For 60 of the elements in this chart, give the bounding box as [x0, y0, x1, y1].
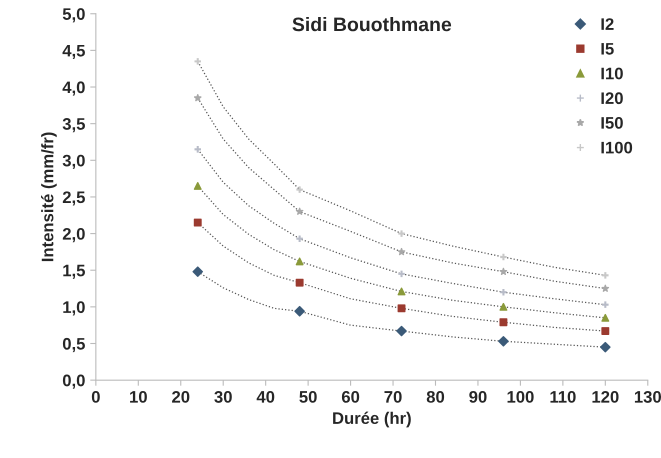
chart-title: Sidi Bouothmane	[292, 16, 452, 32]
x-tick-label: 80	[426, 390, 444, 403]
point	[295, 185, 304, 194]
y-tick-label: 3,0	[62, 154, 85, 169]
y-tick-label: 2,5	[62, 191, 85, 206]
point	[398, 288, 406, 296]
y-axis-title: Intensité (mm/fr)	[41, 132, 57, 262]
y-tick-label: 4,5	[62, 44, 85, 59]
y-tick-label: 1,0	[63, 301, 85, 316]
x-tick-label: 120	[592, 390, 619, 403]
y-tick-label: 3,5	[62, 118, 85, 132]
point	[194, 182, 202, 190]
y-tick-label: 1,5	[63, 264, 85, 279]
x-tick-label: 20	[172, 390, 190, 403]
point	[296, 278, 304, 287]
y-tick-label: 0,5	[62, 338, 85, 352]
x-tick-label: 90	[469, 390, 487, 403]
x-tick-label: 40	[256, 390, 274, 403]
y-tick-label: 5,0	[62, 8, 85, 22]
point	[194, 94, 202, 102]
legend-label: I5	[601, 43, 614, 55]
point	[499, 252, 508, 262]
point	[397, 270, 406, 278]
point	[601, 314, 610, 322]
point	[498, 336, 509, 347]
legend-label: I20	[601, 92, 623, 104]
x-tick-label: 130	[634, 390, 661, 403]
y-tick-label: 4,0	[62, 81, 85, 96]
point	[601, 327, 610, 335]
x-tick-label: 50	[299, 390, 317, 403]
point	[600, 342, 611, 352]
legend-label: I100	[601, 142, 632, 154]
x-tick-label: 30	[214, 390, 232, 403]
point	[396, 326, 407, 336]
x-tick-label: 60	[342, 390, 360, 403]
x-tick-label: 70	[384, 390, 402, 403]
legend-label: I50	[601, 117, 623, 129]
point	[499, 302, 508, 311]
point	[397, 229, 406, 238]
x-tick-label: 100	[508, 390, 534, 403]
point	[192, 266, 204, 277]
point	[601, 271, 610, 280]
point	[499, 318, 508, 326]
legend-label: I10	[601, 68, 623, 80]
legend-label: I2	[601, 18, 614, 30]
x-tick-label: 110	[550, 390, 576, 403]
y-tick-label: 0,0	[62, 374, 85, 389]
point	[194, 218, 202, 227]
point	[398, 248, 406, 256]
point	[601, 300, 610, 309]
point	[398, 304, 406, 312]
x-axis-title: Durée (hr)	[333, 412, 411, 428]
point	[602, 284, 610, 292]
point	[500, 268, 508, 276]
point	[294, 306, 305, 317]
y-tick-label: 2,0	[62, 228, 85, 242]
point	[296, 208, 304, 215]
x-tick-label: 0	[92, 390, 100, 403]
point	[296, 257, 304, 266]
x-tick-label: 10	[130, 390, 147, 403]
